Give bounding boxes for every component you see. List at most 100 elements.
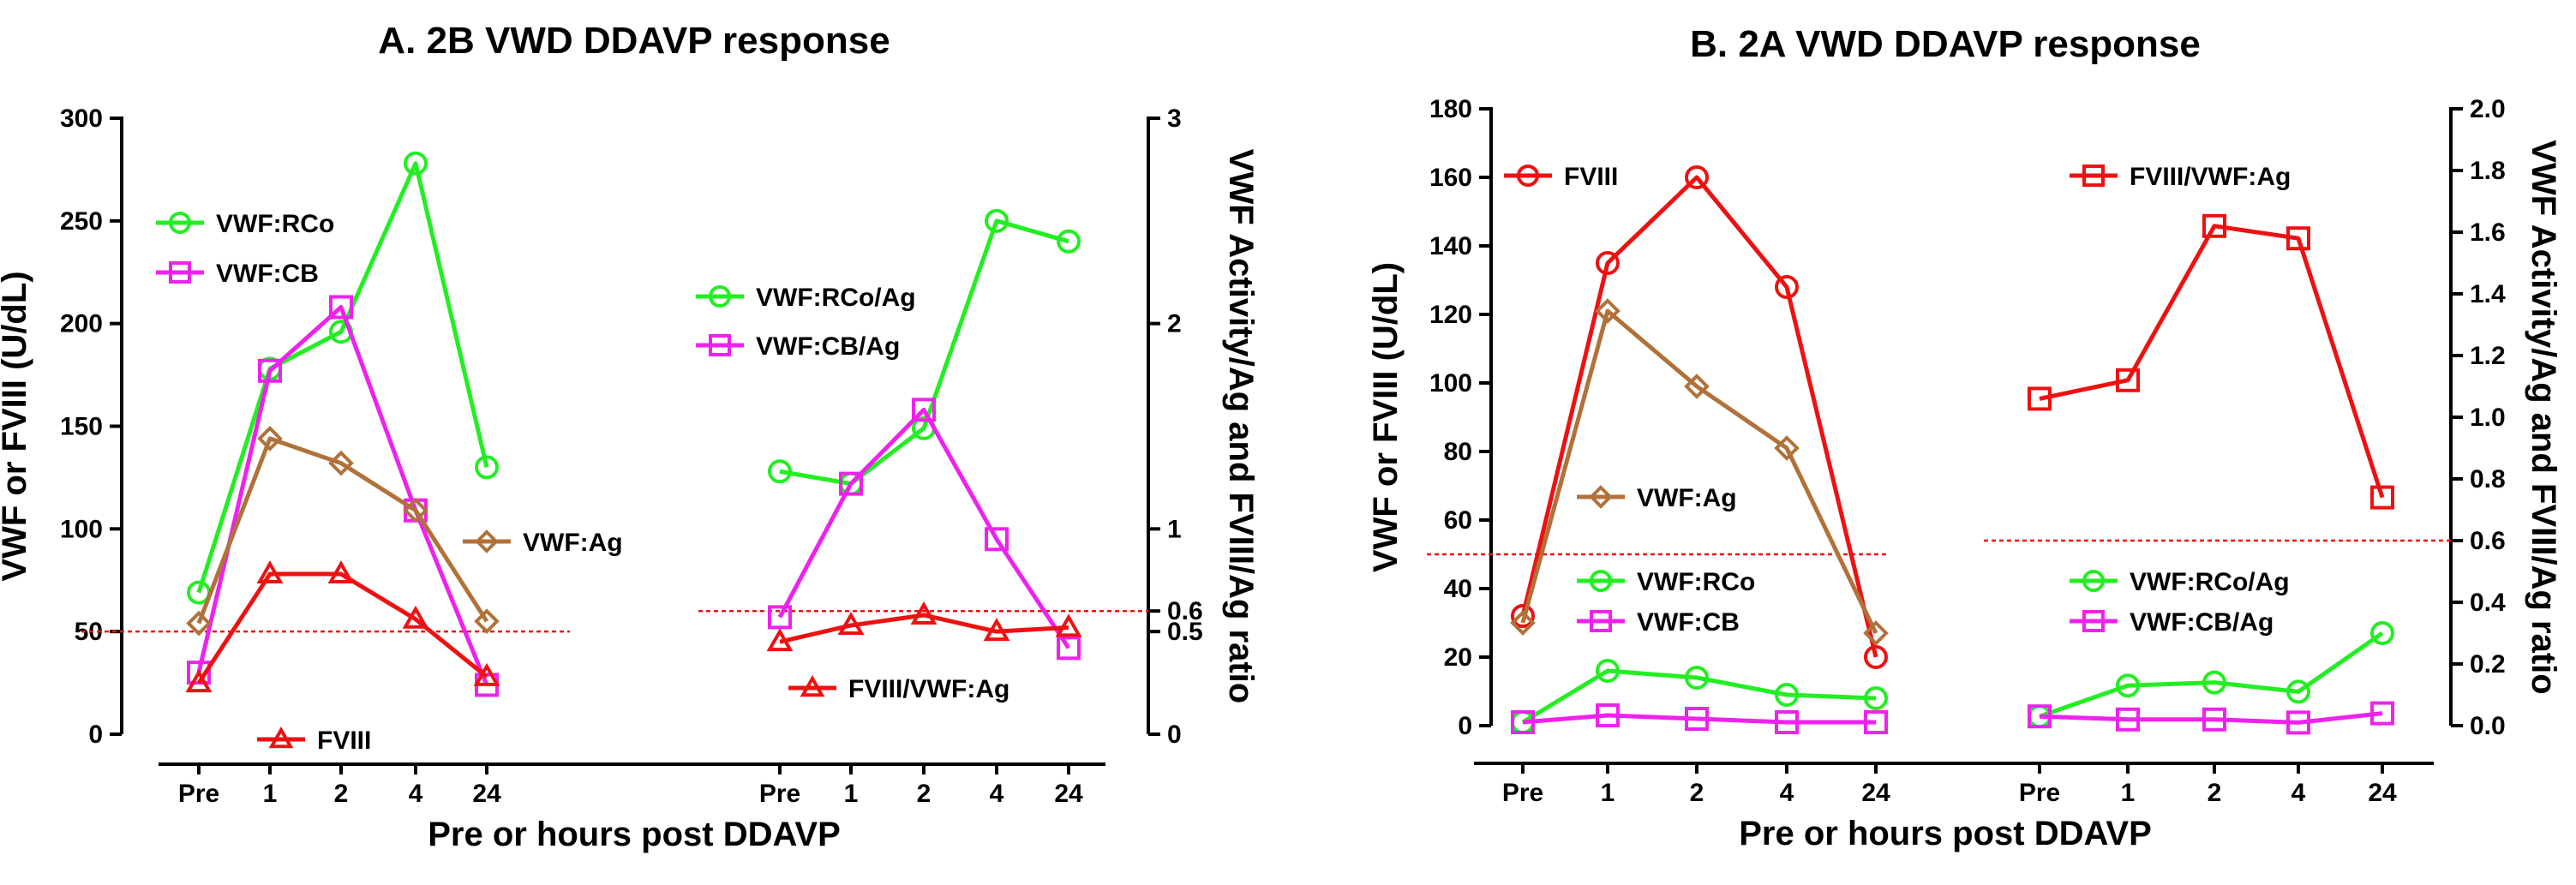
- data-point-fviii-vwf-ag: [837, 611, 865, 635]
- right-y-axis-title: VWF Activity/Ag and FVIII/Ag ratio: [2525, 140, 2562, 694]
- data-point-vwf-rco: [1775, 683, 1799, 707]
- series-line-fviii-vwf-ag: [2039, 224, 2385, 499]
- series-right-vwf-cb-ag: [768, 398, 1081, 661]
- left-y-tick-label: 80: [1444, 438, 1472, 466]
- legend-item-vwf-cb: VWF:CB: [156, 260, 319, 288]
- legend-item-vwf-rco-ag: VWF:RCo/Ag: [2070, 568, 2290, 596]
- data-point-fviii: [185, 669, 213, 693]
- left-y-axis-title: VWF or FVIII (U/dL): [1367, 262, 1405, 572]
- x-tick-label: 24: [472, 780, 501, 808]
- legend-marker-vwf-cb-ag: [2082, 610, 2105, 632]
- legend-item-vwf-cb-ag: VWF:CB/Ag: [2070, 608, 2273, 637]
- x-tick-label: 4: [2291, 779, 2306, 807]
- data-point-vwf-cb-ag: [839, 471, 863, 496]
- legend-item-vwf-rco: VWF:RCo: [156, 210, 334, 238]
- panel-b-chart: 0 20 40 60 80 100 120 140 160 180 0.0 0.2 0.4 0.6 0.8 1…: [1367, 95, 2562, 852]
- data-point-vwf-cb: [187, 661, 211, 685]
- data-point-vwf-ag: [257, 426, 283, 451]
- data-point-fviii: [256, 560, 284, 584]
- data-point-fviii: [1511, 604, 1535, 628]
- data-point-vwf-cb-ag: [768, 605, 792, 630]
- series-line-vwf-rco-ag: [779, 218, 1069, 487]
- series-line-vwf-rco: [196, 161, 489, 594]
- legend-item-fviii-vwf-ag: FVIII/VWF:Ag: [2070, 163, 2291, 191]
- series-right-fviii-vwf-ag: [2028, 213, 2394, 510]
- left-y-tick-label: 100: [1429, 369, 1472, 398]
- series-line-vwf-rco-ag: [2039, 631, 2384, 719]
- left-y-tick-label: 180: [1429, 95, 1472, 123]
- left-y-tick-label: 300: [60, 105, 103, 133]
- data-point-vwf-cb: [1864, 710, 1888, 734]
- panel-a-title: A. 2B VWD DDAVP response: [378, 20, 890, 62]
- legend-label-vwf-rco-ag: VWF:RCo/Ag: [756, 284, 916, 312]
- legend-marker-fviii: [1517, 164, 1539, 187]
- data-point-vwf-rco-ag: [2116, 673, 2140, 698]
- right-y-tick-label: 3: [1167, 105, 1182, 133]
- x-tick-label: 4: [1780, 779, 1794, 807]
- data-point-vwf-ag: [1595, 298, 1620, 324]
- data-point-vwf-cb: [1511, 710, 1535, 734]
- data-point-vwf-rco: [1864, 686, 1888, 710]
- left-y-tick-label: 120: [1429, 301, 1472, 329]
- series-left-fviii: [1511, 165, 1888, 669]
- right-y-tick-label: 0.4: [2470, 589, 2506, 617]
- legend-marker-vwf-rco-ag: [709, 285, 731, 308]
- data-point-fviii-vwf-ag: [1055, 613, 1082, 637]
- data-point-fviii-vwf-ag: [910, 601, 938, 625]
- data-point-vwf-rco: [1685, 666, 1709, 690]
- data-point-vwf-ag: [328, 450, 354, 476]
- left-y-tick-label: 60: [1444, 506, 1472, 535]
- series-line-vwf-ag: [196, 436, 489, 625]
- data-point-vwf-ag: [186, 610, 212, 637]
- x-axis-title: Pre or hours post DDAVP: [1739, 815, 2152, 852]
- legend-label-vwf-cb: VWF:CB: [1637, 608, 1740, 637]
- data-point-vwf-cb: [258, 358, 282, 383]
- data-point-fviii-vwf-ag: [2202, 213, 2226, 238]
- legend-marker-fviii: [268, 726, 294, 749]
- x-tick-label: Pre: [1502, 779, 1543, 807]
- series-line-fviii-vwf-ag: [779, 613, 1069, 644]
- right-y-tick-label: 0.0: [2470, 712, 2506, 740]
- data-point-vwf-ag: [474, 608, 500, 635]
- data-point-vwf-cb-ag: [2370, 701, 2394, 726]
- data-point-vwf-rco-ag: [985, 208, 1009, 233]
- legend-label-fviii-vwf-ag: FVIII/VWF:Ag: [848, 675, 1009, 703]
- series-line-vwf-ag: [1520, 308, 1878, 635]
- data-point-fviii-vwf-ag: [766, 628, 794, 652]
- legend-marker-vwf-ag: [475, 529, 499, 553]
- legend-item-vwf-rco: VWF:RCo: [1577, 568, 1755, 596]
- legend-marker-fviii-vwf-ag: [2082, 164, 2105, 187]
- legend-label-vwf-rco: VWF:RCo: [216, 210, 334, 238]
- legend-marker-vwf-rco: [1590, 570, 1612, 592]
- left-y-tick-label: 200: [60, 310, 103, 338]
- legend-label-vwf-ag: VWF:Ag: [1637, 484, 1737, 512]
- series-left-vwf-rco: [187, 151, 499, 605]
- legend-label-fviii: FVIII: [317, 727, 371, 755]
- x-tick-label: 4: [409, 780, 423, 808]
- x-tick-label: 2: [334, 780, 349, 808]
- data-point-vwf-rco-ag: [2202, 670, 2226, 695]
- legend-marker-vwf-rco-ag: [2082, 570, 2105, 592]
- left-y-tick-label: 250: [60, 207, 103, 236]
- series-left-fviii: [185, 560, 500, 693]
- legend-label-vwf-cb-ag: VWF:CB/Ag: [756, 332, 900, 361]
- right-y-tick-label: 0.2: [2470, 650, 2506, 679]
- legend-marker-vwf-ag: [1589, 485, 1613, 509]
- legend-item-vwf-rco-ag: VWF:RCo/Ag: [696, 284, 916, 312]
- right-y-tick-label: 1.8: [2470, 157, 2506, 185]
- data-point-vwf-rco: [475, 455, 499, 480]
- series-right-vwf-cb-ag: [2028, 701, 2394, 735]
- data-point-vwf-rco-ag: [2370, 621, 2394, 645]
- legend-item-vwf-ag: VWF:Ag: [1577, 484, 1737, 512]
- x-tick-label: 2: [917, 780, 932, 808]
- right-y-tick-label: 1.0: [2470, 404, 2506, 432]
- data-point-vwf-cb-ag: [2028, 704, 2052, 729]
- panel-b-title: B. 2A VWD DDAVP response: [1690, 23, 2201, 65]
- x-tick-label: 1: [1601, 779, 1615, 807]
- legend-item-vwf-ag: VWF:Ag: [463, 529, 623, 557]
- series-line-vwf-rco: [1521, 668, 1877, 725]
- right-y-tick-label: 0.6: [1167, 597, 1203, 625]
- x-tick-label: Pre: [178, 780, 219, 808]
- legend-label-vwf-rco-ag: VWF:RCo/Ag: [2130, 568, 2290, 596]
- data-point-fviii-vwf-ag: [2286, 226, 2310, 251]
